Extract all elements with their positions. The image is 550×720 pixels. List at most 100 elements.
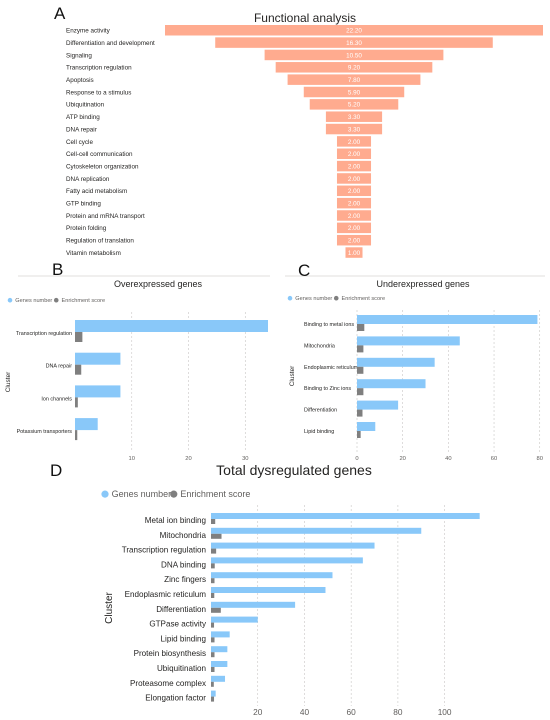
c-bar-enrichment-lipid-binding — [357, 431, 361, 438]
funnel-bar-protein-folding — [336, 222, 372, 234]
d-category-elongation-factor: Elongation factor — [145, 694, 206, 703]
d-bar-genes-ubiquitination — [211, 661, 228, 667]
funnel-label-protein-folding: Protein folding — [66, 225, 107, 232]
d-bar-genes-dna-binding — [211, 557, 363, 564]
d-legend-enrichment-marker — [170, 490, 178, 498]
d-bar-enrichment-metal-ion-binding — [211, 519, 216, 524]
c-x-tick-60: 60 — [491, 456, 497, 462]
c-category-mitochondria: Mitochondria — [304, 343, 335, 349]
b-legend-genes-label: Genes number — [15, 298, 52, 304]
funnel-bar-vitamin-metabolism — [345, 247, 363, 258]
d-bar-enrichment-differentiation — [211, 607, 221, 613]
d-bar-genes-protein-biosynthesis — [211, 646, 228, 653]
funnel-label-protein-and-mrna-transport: Protein and mRNA transport — [66, 213, 145, 220]
funnel-bar-transcription-regulation — [275, 62, 433, 73]
b-y-axis-title: Cluster — [5, 371, 12, 392]
panel-letter-d: D — [50, 461, 62, 480]
c-x-tick-0: 0 — [355, 456, 358, 462]
c-category-binding-to-metal-ions: Binding to metal ions — [304, 322, 354, 328]
d-category-transcription-regulation: Transcription regulation — [122, 546, 206, 555]
funnel-bar-regulation-of-translation — [336, 234, 372, 246]
funnel-label-dna-replication: DNA replication — [66, 176, 110, 183]
c-category-binding-to-zinc-ions: Binding to Zinc ions — [304, 386, 351, 392]
d-category-ubiquitination: Ubiquitination — [157, 664, 206, 673]
d-category-protein-biosynthesis: Protein biosynthesis — [134, 649, 206, 658]
d-category-differentiation: Differentiation — [156, 605, 206, 614]
funnel-value-dna-repair: 3.30 — [348, 126, 361, 133]
d-bar-genes-elongation-factor — [211, 690, 216, 697]
panel-letter-c: C — [298, 261, 310, 280]
d-bar-enrichment-elongation-factor — [211, 696, 215, 702]
funnel-label-atp-binding: ATP binding — [66, 114, 100, 121]
d-category-proteasome-complex: Proteasome complex — [130, 679, 206, 688]
b-category-potassium-transporters: Potassium transporters — [17, 429, 73, 435]
funnel-label-cytoskeleton-organization: Cytoskeleton organization — [66, 163, 139, 170]
funnel-bar-differentiation-and-development — [215, 37, 493, 48]
d-category-zinc-fingers: Zinc fingers — [164, 575, 206, 584]
d-bar-enrichment-dna-binding — [211, 563, 215, 569]
c-bar-enrichment-endoplasmic-reticulum — [357, 366, 364, 374]
b-bar-genes-ion-channels — [75, 385, 121, 398]
funnel-bar-signaling — [264, 49, 444, 61]
funnel-value-atp-binding: 3.30 — [348, 114, 361, 121]
d-title: Total dysregulated genes — [216, 462, 372, 478]
funnel-label-regulation-of-translation: Regulation of translation — [66, 238, 134, 245]
funnel-label-apoptosis: Apoptosis — [66, 77, 94, 84]
d-bar-enrichment-endoplasmic-reticulum — [211, 593, 215, 598]
c-category-differentiation: Differentiation — [304, 408, 337, 414]
c-category-lipid-binding: Lipid binding — [304, 429, 334, 435]
d-bar-enrichment-lipid-binding — [211, 637, 215, 643]
d-bar-enrichment-transcription-regulation — [211, 548, 217, 554]
d-y-axis-title: Cluster — [104, 591, 115, 623]
b-bar-enrichment-ion-channels — [75, 397, 78, 408]
b-legend-enrichment-label: Enrichment score — [62, 298, 106, 304]
d-bar-genes-gtpase-activity — [211, 616, 258, 623]
funnel-title: Functional analysis — [254, 11, 356, 25]
funnel-value-transcription-regulation: 9.20 — [348, 65, 361, 72]
funnel-value-differentiation-and-development: 16.30 — [346, 40, 362, 47]
funnel-value-cytoskeleton-organization: 2.00 — [348, 163, 361, 170]
funnel-label-dna-repair: DNA repair — [66, 126, 97, 133]
d-bar-enrichment-zinc-fingers — [211, 578, 215, 584]
panel-letter-b: B — [52, 260, 63, 279]
c-bar-genes-mitochondria — [357, 336, 460, 346]
c-bar-genes-binding-to-zinc-ions — [357, 379, 426, 389]
c-category-endoplasmic-reticulum: Endoplasmic reticulum — [304, 365, 359, 371]
d-category-gtpase-activity: GTPase activity — [149, 620, 207, 629]
b-x-tick-20: 20 — [185, 456, 191, 462]
d-x-tick-40: 40 — [300, 707, 310, 717]
funnel-bar-dna-repair — [325, 123, 383, 135]
funnel-bar-fatty-acid-metabolism — [336, 185, 372, 197]
d-category-metal-ion-binding: Metal ion binding — [145, 516, 206, 525]
b-title: Overexpressed genes — [114, 279, 203, 289]
c-bar-genes-binding-to-metal-ions — [357, 315, 538, 324]
funnel-bar-atp-binding — [325, 111, 383, 122]
c-x-tick-40: 40 — [445, 456, 451, 462]
d-x-tick-80: 80 — [393, 707, 403, 717]
b-bar-enrichment-transcription-regulation — [75, 332, 83, 342]
b-category-transcription-regulation: Transcription regulation — [16, 331, 72, 337]
d-bar-genes-proteasome-complex — [211, 675, 226, 682]
d-bar-enrichment-protein-biosynthesis — [211, 652, 215, 658]
d-bar-enrichment-gtpase-activity — [211, 622, 215, 628]
d-bar-genes-metal-ion-binding — [211, 513, 480, 519]
b-bar-enrichment-potassium-transporters — [75, 430, 78, 441]
funnel-bar-ubiquitination — [309, 99, 399, 110]
d-legend-genes-marker — [101, 490, 109, 498]
c-title: Underexpressed genes — [376, 279, 470, 289]
funnel-value-regulation-of-translation: 2.00 — [348, 238, 361, 245]
funnel-label-signaling: Signaling — [66, 52, 92, 59]
funnel-value-vitamin-metabolism: 1.00 — [348, 250, 361, 257]
funnel-bar-cytoskeleton-organization — [336, 160, 372, 172]
d-x-tick-100: 100 — [438, 707, 452, 717]
d-legend-genes-label: Genes number — [112, 489, 172, 499]
funnel-value-response-to-a-stimulus: 5.90 — [348, 89, 361, 96]
c-legend-genes-marker — [287, 295, 293, 301]
d-category-mitochondria: Mitochondria — [160, 531, 207, 540]
c-bar-genes-lipid-binding — [357, 422, 376, 431]
funnel-value-apoptosis: 7.80 — [348, 77, 361, 84]
d-bar-enrichment-ubiquitination — [211, 667, 215, 672]
funnel-label-transcription-regulation: Transcription regulation — [66, 65, 132, 72]
b-category-dna-repair: DNA repair — [46, 364, 73, 370]
b-legend-enrichment-marker — [53, 297, 59, 303]
